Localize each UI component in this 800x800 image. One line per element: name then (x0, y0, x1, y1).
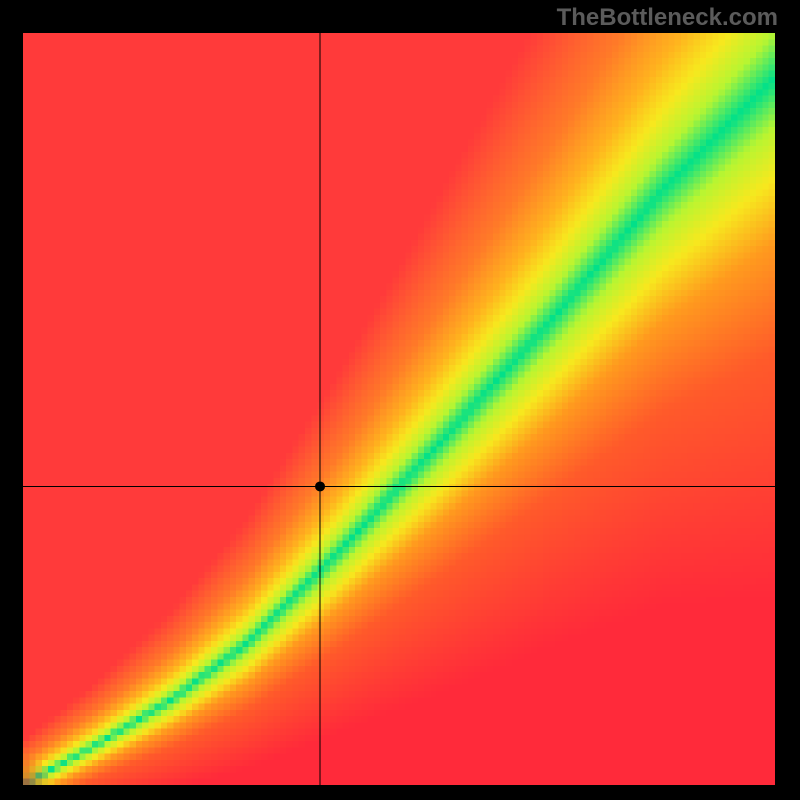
bottleneck-heatmap (23, 33, 775, 785)
chart-container: TheBottleneck.com (0, 0, 800, 800)
watermark-text: TheBottleneck.com (557, 4, 778, 32)
